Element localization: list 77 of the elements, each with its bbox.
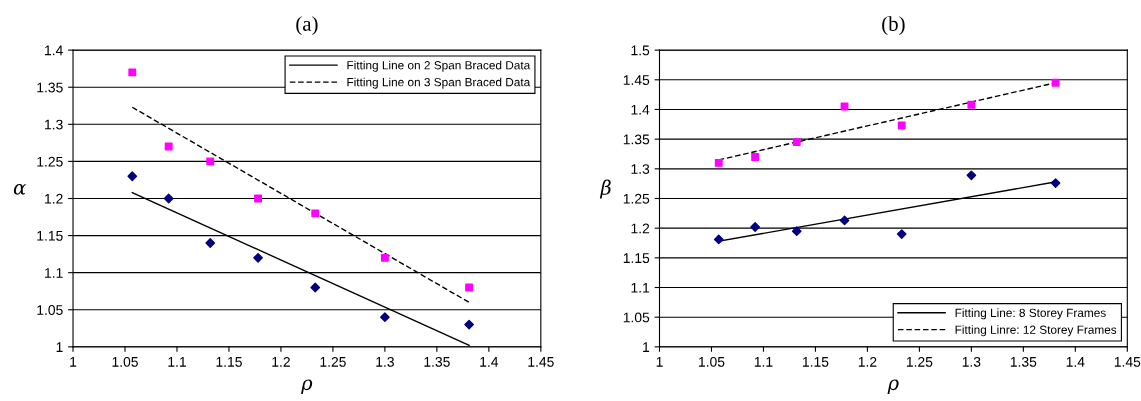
point <box>839 215 850 226</box>
y-tick-label: 1.25 <box>623 193 650 204</box>
point <box>896 229 907 239</box>
x-tick-label: 1 <box>656 357 663 367</box>
chart-title: (b) <box>882 16 905 36</box>
x-tick-label: 1.05 <box>112 356 138 367</box>
point <box>205 238 216 248</box>
point <box>897 121 906 130</box>
point <box>750 222 761 232</box>
point <box>163 193 174 204</box>
chart-title: (a) <box>296 16 318 36</box>
y-tick-label: 1.3 <box>631 164 650 174</box>
point <box>128 68 137 77</box>
y-tick-label: 1 <box>56 342 63 352</box>
point <box>791 226 802 236</box>
point <box>253 252 263 263</box>
legend-label: Fitting Line: 8 Storey Frames <box>955 308 1106 320</box>
y-tick-label: 1.1 <box>45 268 63 278</box>
legend-label: Fitting Line on 2 Span Braced Data <box>347 60 531 72</box>
point <box>380 312 390 323</box>
x-tick-label: 1.25 <box>906 356 933 367</box>
legend-label: Fitting Line on 3 Span Braced Data <box>347 77 531 89</box>
point <box>206 157 215 166</box>
point <box>966 170 977 181</box>
y-tick-label: 1.35 <box>623 134 650 145</box>
y-tick-label: 1.45 <box>623 75 650 85</box>
y-tick-label: 1.15 <box>37 231 63 241</box>
point <box>310 282 321 293</box>
y-tick-label: 1 <box>643 342 650 352</box>
x-tick-label: 1.3 <box>376 356 394 367</box>
y-axis-title: β <box>599 179 611 199</box>
y-tick-label: 1.2 <box>45 193 63 204</box>
point <box>1051 78 1060 87</box>
y-tick-label: 1.25 <box>37 156 63 167</box>
y-tick-label: 1.35 <box>37 82 63 93</box>
y-axis-title: α <box>13 184 26 195</box>
point <box>1050 178 1061 188</box>
point <box>164 142 173 151</box>
point <box>967 100 976 109</box>
x-tick-label: 1.2 <box>858 356 877 367</box>
point <box>751 152 760 161</box>
x-tick-label: 1.45 <box>1114 357 1141 367</box>
x-tick-label: 1 <box>70 357 77 367</box>
y-tick-label: 1.1 <box>631 282 650 293</box>
x-tick-label: 1.1 <box>168 357 186 367</box>
y-tick-label: 1.2 <box>631 223 650 234</box>
x-tick-label: 1.1 <box>754 357 773 367</box>
y-tick-label: 1.4 <box>631 104 650 115</box>
y-tick-label: 1.05 <box>623 312 650 323</box>
y-tick-label: 1.4 <box>45 45 63 56</box>
y-tick-label: 1.05 <box>37 305 63 315</box>
point <box>380 253 389 262</box>
y-tick-label: 1.15 <box>623 253 650 264</box>
x-tick-label: 1.35 <box>1010 356 1037 367</box>
x-tick-label: 1.35 <box>424 356 450 367</box>
point <box>127 171 138 182</box>
x-tick-label: 1.3 <box>962 356 981 367</box>
point <box>464 319 474 330</box>
point <box>713 234 724 245</box>
point <box>792 138 801 147</box>
x-tick-label: 1.05 <box>699 356 725 367</box>
x-tick-label: 1.2 <box>272 356 290 367</box>
y-tick-label: 1.3 <box>45 119 63 130</box>
x-axis-title: ρ <box>301 379 313 394</box>
point <box>254 194 263 203</box>
x-tick-label: 1.4 <box>480 357 499 367</box>
point <box>311 209 320 218</box>
y-tick-label: 1.5 <box>631 45 650 56</box>
point <box>714 158 723 167</box>
x-tick-label: 1.15 <box>216 357 242 367</box>
legend-label: Fitting Linre: 12 Storey Frames <box>955 325 1117 337</box>
x-axis-title: ρ <box>887 379 899 394</box>
point <box>465 283 474 292</box>
x-tick-label: 1.45 <box>528 357 554 367</box>
x-tick-label: 1.15 <box>802 357 829 367</box>
x-tick-label: 1.25 <box>320 356 346 367</box>
x-tick-label: 1.4 <box>1066 357 1085 367</box>
